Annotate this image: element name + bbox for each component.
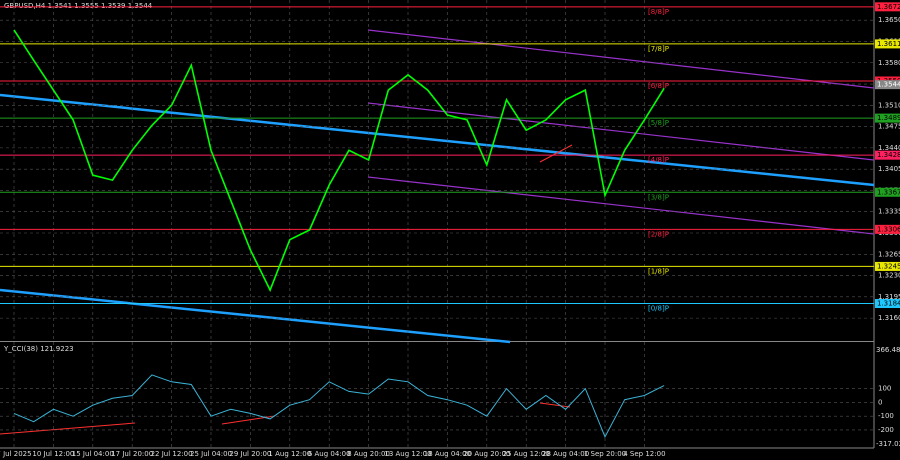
y-tick-label: 1.3405: [878, 165, 900, 173]
x-tick-label: 7 Jul 2025: [0, 450, 32, 458]
divergence-line: [0, 422, 136, 435]
x-tick-label: 29 Jul 20:00: [229, 450, 271, 458]
level-price-label: 1.3306: [877, 225, 900, 233]
level-price-box: [875, 299, 900, 309]
trend-line: [0, 93, 875, 187]
x-tick-label: 13 Aug 12:00: [384, 450, 431, 458]
level-price-label: 1.3489: [877, 114, 900, 122]
trend-line: [0, 288, 511, 344]
x-tick-label: 18 Aug 04:00: [424, 450, 471, 458]
level-label: [2/8]P: [648, 230, 669, 238]
level-price-box: [875, 261, 900, 271]
level-price-label: 1.3611: [877, 40, 900, 48]
y-tick-label: 1.3265: [878, 250, 900, 258]
level-price-label: 1.3245: [877, 262, 900, 270]
level-price-box: [875, 187, 900, 197]
level-label: [7/8]P: [648, 45, 669, 53]
x-tick-label: 22 Jul 12:00: [151, 450, 193, 458]
price-line: [13, 374, 665, 438]
level-price-label: 1.3428: [877, 151, 900, 159]
x-tick-label: 20 Aug 20:00: [463, 450, 510, 458]
x-tick-label: 25 Jul 04:00: [190, 450, 232, 458]
x-tick-label: 28 Aug 04:00: [542, 450, 589, 458]
x-tick-label: 8 Aug 20:00: [347, 450, 390, 458]
y-tick-label: 1.3230: [878, 272, 900, 280]
level-price-box: [875, 2, 900, 12]
y-tick-label: 1.3510: [878, 101, 900, 109]
level-price-label: 1.3367: [877, 188, 900, 196]
trend-lines: [0, 29, 875, 435]
y-tick-label: 1.3160: [878, 314, 900, 322]
level-price-box: [875, 150, 900, 160]
x-tick-label: 1 Sep 20:00: [584, 450, 626, 458]
level-label: [0/8]P: [648, 305, 669, 313]
y-tick-label: 1.3650: [878, 16, 900, 24]
x-tick-label: 25 Aug 12:00: [503, 450, 550, 458]
indicator-title: Y_CCI(38) 121.9223: [3, 345, 74, 353]
x-tick-label: 15 Jul 04:00: [72, 450, 114, 458]
y-tick-label: 1.3475: [878, 123, 900, 131]
y-tick-label: -200: [878, 426, 894, 434]
level-price-box: [875, 113, 900, 123]
last-price-label: 1.3544: [877, 81, 900, 89]
chart-title: GBPUSD,H4 1.3541 1.3555 1.3539 1.3544: [4, 2, 153, 10]
level-label: [8/8]P: [648, 8, 669, 16]
y-tick-label: 1.3440: [878, 144, 900, 152]
x-tick-label: 6 Aug 04:00: [308, 450, 351, 458]
price-line: [13, 29, 665, 293]
y-tick-label: 100: [878, 385, 891, 393]
y-tick-label: 1.3335: [878, 208, 900, 216]
x-tick-label: 4 Sep 12:00: [623, 450, 665, 458]
last-price-box: [875, 80, 900, 90]
channel-line: [367, 29, 875, 89]
level-label: [1/8]P: [648, 267, 669, 275]
x-tick-label: 17 Jul 20:00: [111, 450, 153, 458]
y-tick-label: 1.3195: [878, 293, 900, 301]
level-label: [5/8]P: [648, 119, 669, 127]
level-label: [6/8]P: [648, 82, 669, 90]
y-limit-label: 366.4823: [876, 346, 900, 354]
y-tick-label: 0: [878, 398, 882, 406]
divergence-line: [539, 402, 571, 408]
level-price-label: 1.3184: [877, 300, 900, 308]
channel-line: [367, 102, 875, 161]
level-price-label: 1.3672: [877, 3, 900, 11]
level-label: [4/8]P: [648, 156, 669, 164]
channel-line: [367, 176, 875, 235]
level-price-box: [875, 224, 900, 234]
y-tick-label: -100: [878, 412, 894, 420]
x-tick-label: 10 Jul 12:00: [32, 450, 74, 458]
y-limit-label: -317.0231: [876, 440, 900, 448]
x-tick-label: 1 Aug 12:00: [268, 450, 311, 458]
level-label: [3/8]P: [648, 193, 669, 201]
y-tick-label: 1.3580: [878, 59, 900, 67]
level-price-box: [875, 39, 900, 49]
